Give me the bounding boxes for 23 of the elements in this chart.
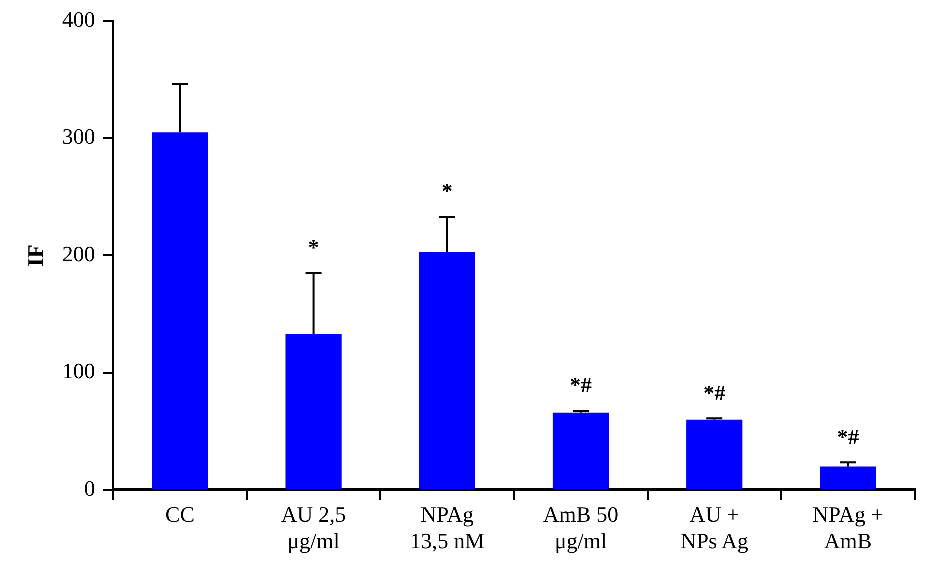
annotation: * xyxy=(442,178,453,204)
bar xyxy=(820,466,876,490)
x-tick-label: AU 2,5 μg/ml xyxy=(281,502,346,554)
bar xyxy=(686,420,743,490)
x-tick-label: NPAg + AmB xyxy=(812,502,884,554)
y-tick-label: 200 xyxy=(62,241,96,266)
annotation: *# xyxy=(704,380,726,406)
y-tick-label: 100 xyxy=(62,358,96,384)
bar xyxy=(552,412,610,490)
x-tick-label: AU + NPs Ag xyxy=(680,502,749,554)
y-tick-label: 0 xyxy=(84,476,96,501)
bar xyxy=(419,252,476,490)
annotation: *# xyxy=(837,424,860,450)
x-tick-label: AmB 50 μg/ml xyxy=(543,502,619,554)
x-tick-label: CC xyxy=(166,502,195,528)
x-tick-label: NPAg 13,5 nM xyxy=(410,502,485,554)
y-tick-label: 300 xyxy=(62,124,96,150)
y-tick-label: 400 xyxy=(62,6,96,32)
bar xyxy=(152,132,208,490)
annotation: *# xyxy=(570,372,592,398)
y-axis-title: IF xyxy=(22,244,48,267)
annotation: * xyxy=(308,234,320,260)
bar xyxy=(286,334,342,490)
